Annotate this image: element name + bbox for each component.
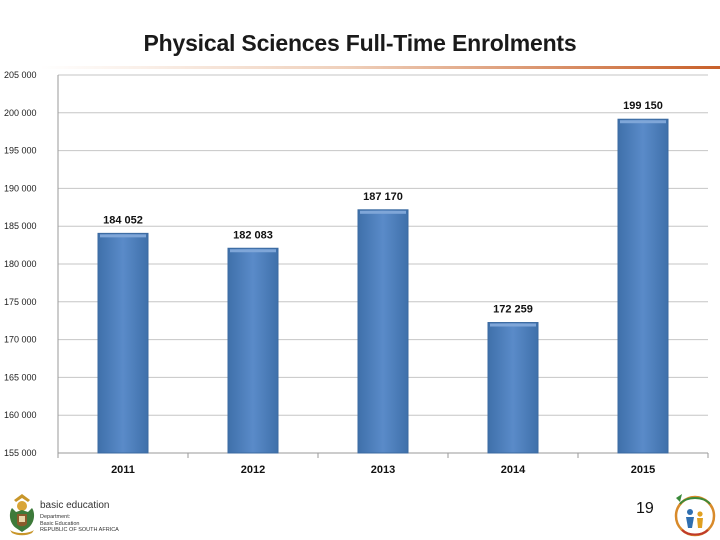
logo-subtext-line: Department: (40, 514, 71, 520)
x-category-label: 2011 (111, 464, 135, 476)
x-category-label: 2012 (241, 464, 265, 476)
y-tick-label: 155 000 (4, 448, 37, 458)
logo-text: basic education (40, 500, 110, 511)
bar-bevel (230, 249, 276, 253)
bar (227, 247, 279, 454)
y-tick-label: 195 000 (4, 146, 37, 156)
y-tick-label: 180 000 (4, 259, 37, 269)
labels: 155 000 160 000 165 000 170 000 175 000 180 0… (4, 70, 663, 476)
bar (487, 322, 539, 454)
logo-subtext-line: Basic Education (40, 520, 80, 527)
anniversary-logo (674, 494, 716, 537)
y-tick-label: 170 000 (4, 335, 37, 345)
bar (617, 118, 669, 454)
bar (357, 209, 409, 454)
y-tick-label: 185 000 (4, 221, 37, 231)
gridlines (58, 74, 708, 454)
y-tick-label: 160 000 (4, 410, 37, 420)
bar-bevel (360, 210, 406, 214)
bars (97, 118, 669, 454)
x-category-label: 2013 (371, 464, 395, 476)
x-category-label: 2015 (631, 464, 655, 476)
coat-of-arms-logo (9, 494, 35, 536)
logo-subtext-line: REPUBLIC OF SOUTH AFRICA (40, 527, 119, 533)
bar (97, 232, 149, 454)
bar-bevel (490, 323, 536, 327)
bar-bevel (100, 234, 146, 238)
data-label: 184 052 (103, 214, 143, 226)
title-rule (40, 66, 720, 69)
bar-bevel (620, 120, 666, 124)
page-number: 19 (636, 500, 654, 517)
y-tick-label: 200 000 (4, 108, 37, 118)
y-tick-label: 175 000 (4, 297, 37, 307)
x-category-label: 2014 (501, 464, 526, 476)
y-tick-label: 205 000 (4, 70, 37, 80)
y-tick-label: 190 000 (4, 183, 37, 193)
logo-subtext: Department: Basic Education REPUBLIC OF … (40, 514, 130, 534)
data-label: 199 150 (623, 100, 663, 112)
data-label: 172 259 (493, 304, 533, 316)
y-tick-label: 165 000 (4, 372, 37, 382)
data-label: 187 170 (363, 191, 403, 203)
data-label: 182 083 (233, 229, 273, 241)
slide-title: Physical Sciences Full-Time Enrolments (143, 30, 577, 56)
